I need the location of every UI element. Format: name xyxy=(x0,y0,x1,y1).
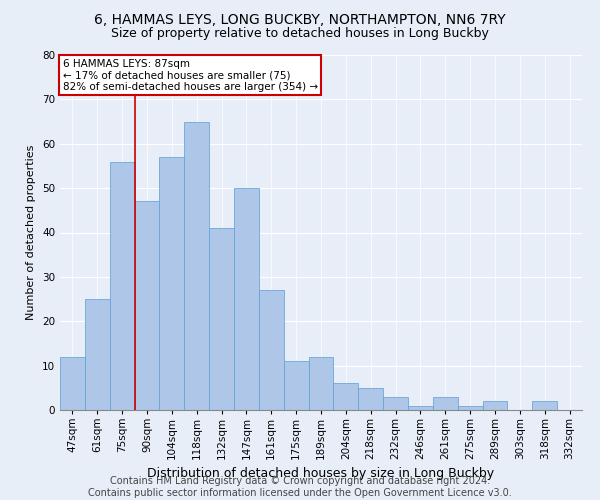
Y-axis label: Number of detached properties: Number of detached properties xyxy=(26,145,37,320)
Bar xyxy=(383,396,408,410)
X-axis label: Distribution of detached houses by size in Long Buckby: Distribution of detached houses by size … xyxy=(148,468,494,480)
Text: Contains HM Land Registry data © Crown copyright and database right 2024.
Contai: Contains HM Land Registry data © Crown c… xyxy=(88,476,512,498)
Text: 6 HAMMAS LEYS: 87sqm
← 17% of detached houses are smaller (75)
82% of semi-detac: 6 HAMMAS LEYS: 87sqm ← 17% of detached h… xyxy=(62,58,318,92)
Text: 6, HAMMAS LEYS, LONG BUCKBY, NORTHAMPTON, NN6 7RY: 6, HAMMAS LEYS, LONG BUCKBY, NORTHAMPTON… xyxy=(94,12,506,26)
Bar xyxy=(234,188,259,410)
Bar xyxy=(433,396,458,410)
Bar xyxy=(458,406,482,410)
Bar xyxy=(334,384,358,410)
Text: Size of property relative to detached houses in Long Buckby: Size of property relative to detached ho… xyxy=(111,28,489,40)
Bar xyxy=(184,122,209,410)
Bar xyxy=(160,157,184,410)
Bar xyxy=(85,299,110,410)
Bar xyxy=(308,357,334,410)
Bar xyxy=(134,202,160,410)
Bar xyxy=(532,401,557,410)
Bar xyxy=(358,388,383,410)
Bar xyxy=(408,406,433,410)
Bar xyxy=(284,361,308,410)
Bar xyxy=(259,290,284,410)
Bar xyxy=(110,162,134,410)
Bar xyxy=(60,357,85,410)
Bar xyxy=(209,228,234,410)
Bar xyxy=(482,401,508,410)
